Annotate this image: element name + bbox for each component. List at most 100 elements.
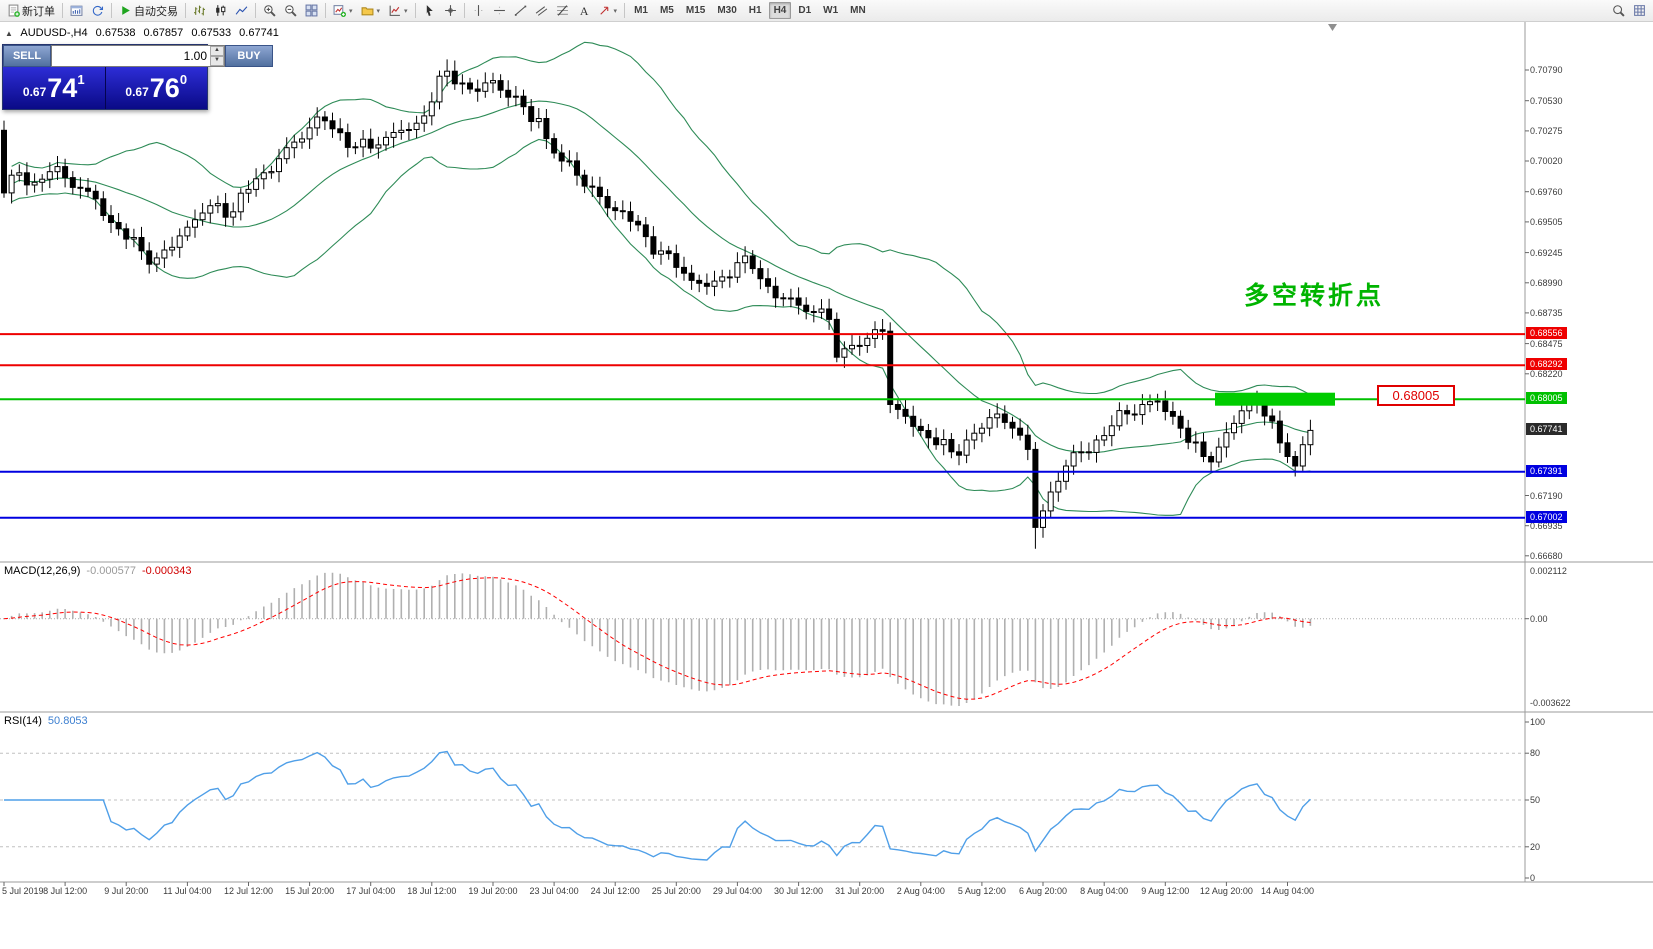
macd-main-value: -0.000577: [86, 565, 136, 577]
timeframe-M15[interactable]: M15: [685, 5, 706, 16]
line-chart-button[interactable]: [231, 1, 252, 21]
buy-button[interactable]: BUY: [225, 45, 273, 67]
main-price-panel: [1, 41, 1314, 549]
bid-price-button[interactable]: 0.67 74 1: [3, 67, 106, 109]
charts-window-icon: [70, 5, 83, 16]
find-symbol-icon: [1613, 5, 1625, 17]
volume-up-button[interactable]: ▲: [210, 46, 224, 56]
timeframe-D1[interactable]: D1: [798, 5, 812, 16]
bid-price-point: 1: [77, 72, 85, 87]
chevron-down-icon: ▾: [404, 7, 408, 15]
new-chart-button[interactable]: ▾: [329, 1, 357, 21]
macd-name: MACD(12,26,9): [4, 565, 81, 577]
profiles-icon: [361, 7, 373, 16]
indicators-icon: [389, 5, 400, 16]
vertical-line-icon: [474, 5, 482, 16]
tile-windows-button[interactable]: [301, 1, 322, 21]
rsi-value: 50.8053: [47, 715, 88, 727]
bollinger-band: [11, 41, 1311, 396]
price-callout-box[interactable]: 0.68005: [1377, 385, 1455, 406]
one-click-trading-toggle[interactable]: ▲: [5, 29, 13, 38]
rsi-name: RSI(14): [4, 715, 42, 727]
text-icon: A: [579, 4, 588, 17]
highlight-rectangle[interactable]: [1215, 392, 1335, 406]
new-order-icon: [8, 4, 20, 17]
trendline-button[interactable]: [510, 1, 531, 21]
symbol-period-label: AUDUSD-,H4: [20, 27, 88, 39]
volume-down-button[interactable]: ▼: [210, 56, 224, 66]
bid-price-prefix: 0.67: [22, 85, 47, 99]
arrows-icon: [599, 6, 608, 15]
toolbar-separator: [62, 3, 63, 18]
indicators-button[interactable]: ▾: [384, 1, 412, 21]
crosshair-button[interactable]: [440, 1, 461, 21]
toolbar-separator: [414, 3, 416, 18]
chart-text-annotation[interactable]: 多空转折点: [1244, 282, 1385, 310]
zoom-in-button[interactable]: [259, 1, 280, 21]
autotrade-button[interactable]: 自动交易: [115, 1, 182, 21]
channel-button[interactable]: [531, 1, 552, 21]
macd-indicator-label: MACD(12,26,9) -0.000577 -0.000343: [4, 565, 192, 577]
candlestick-chart-icon: [216, 5, 226, 16]
timeframe-M5[interactable]: M5: [659, 5, 674, 16]
charts-window-button[interactable]: [66, 1, 87, 21]
macd-signal-line: [3, 577, 1311, 700]
toolbar-separator: [463, 3, 465, 18]
toolbar-separator: [111, 3, 112, 18]
timeframe-M30[interactable]: M30: [717, 5, 737, 16]
rsi-panel: [0, 750, 1525, 861]
toolbar-right-group: [1608, 1, 1650, 21]
zoom-out-button[interactable]: [280, 1, 301, 21]
new-order-button-label: 新订单: [22, 5, 55, 18]
chevron-down-icon: ▾: [349, 7, 353, 15]
ohlc-open: 0.67538: [95, 27, 136, 39]
ask-price-button[interactable]: 0.67 76 0: [106, 67, 208, 109]
cursor-button[interactable]: [419, 1, 440, 21]
new-chart-icon: [333, 5, 346, 17]
ohlc-high: 0.67857: [143, 27, 184, 39]
svg-text:A: A: [579, 4, 588, 17]
sell-button[interactable]: SELL: [3, 45, 51, 67]
trendline-icon: [514, 5, 526, 16]
refresh-icon: [92, 5, 104, 16]
candle-wicks: [3, 59, 1311, 549]
fibonacci-icon: [556, 5, 568, 16]
timeframe-W1[interactable]: W1: [823, 5, 839, 16]
vertical-line-button[interactable]: [468, 1, 489, 21]
horizontal-line-button[interactable]: [489, 1, 510, 21]
timeframe-H1[interactable]: H1: [748, 5, 762, 16]
fibonacci-button[interactable]: [552, 1, 573, 21]
volume-input[interactable]: [52, 46, 210, 66]
zoom-in-icon: [264, 5, 276, 17]
candlestick-chart-button[interactable]: [210, 1, 231, 21]
ask-price-prefix: 0.67: [125, 85, 149, 99]
bid-price-big: 74: [47, 72, 78, 103]
arrows-button[interactable]: ▾: [594, 1, 622, 21]
candlestick-series: [1, 70, 1314, 528]
tile-windows-icon: [305, 4, 318, 17]
window-layout-button[interactable]: [1629, 1, 1650, 21]
bar-chart-icon: [194, 5, 205, 16]
macd-histogram: [10, 572, 1312, 706]
ohlc-low: 0.67533: [191, 27, 232, 39]
zoom-out-icon: [285, 5, 297, 17]
timeframe-H4[interactable]: H4: [768, 2, 792, 19]
toolbar-separator: [624, 3, 626, 18]
channel-icon: [535, 6, 547, 16]
chevron-down-icon: ▾: [376, 7, 381, 15]
text-button[interactable]: A: [573, 1, 594, 21]
bar-chart-button[interactable]: [189, 1, 210, 21]
profiles-button[interactable]: ▾: [357, 1, 385, 21]
crosshair-icon: [444, 5, 456, 16]
find-symbol-button[interactable]: [1608, 1, 1629, 21]
refresh-button[interactable]: [87, 1, 108, 21]
new-order-button[interactable]: 新订单: [3, 1, 59, 21]
timeframe-M1[interactable]: M1: [634, 5, 648, 16]
timeframe-MN[interactable]: MN: [850, 5, 866, 16]
ohlc-close: 0.67741: [239, 27, 279, 39]
rsi-line: [4, 750, 1311, 861]
line-chart-icon: [235, 6, 248, 15]
toolbar-separator: [185, 3, 186, 18]
chart-shift-marker: [1328, 24, 1337, 31]
